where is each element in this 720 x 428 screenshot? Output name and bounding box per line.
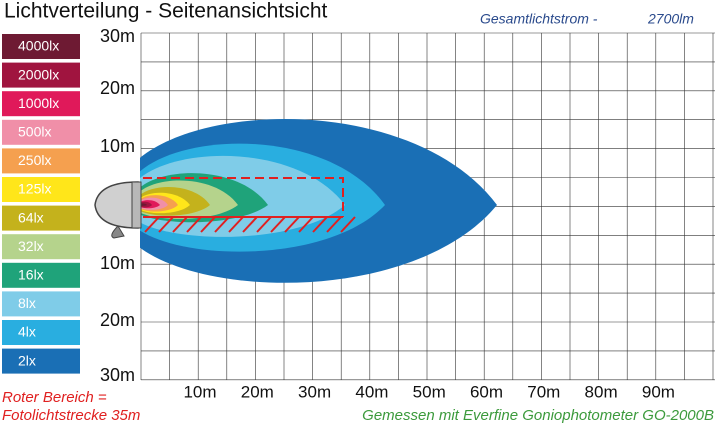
x-labels: 10m 20m 30m 40m 50m 60m 70m 80m 90m [183,382,674,401]
hatch-line [200,216,216,233]
legend-label: 2000lx [18,66,59,82]
legend-label: 4000lx [18,38,59,54]
x-label: 70m [527,382,560,401]
legend-label: 2lx [18,352,36,368]
legend-swatch [2,34,80,59]
x-label: 50m [413,382,446,401]
hatch-line [214,216,230,233]
x-label: 60m [470,382,503,401]
legend-swatch [2,205,80,231]
contours [140,119,497,283]
hatch-line [298,216,314,233]
hatch-line [284,216,300,233]
hatch-line [340,216,356,233]
legend-label: 500lx [18,124,51,140]
hatch-line [228,216,244,233]
legend-label: 125lx [18,181,51,197]
legend: 4000lx 2000lx 1000lx 500lx 250lx 125lx 64lx 32l… [2,34,80,374]
x-label: 90m [642,382,675,401]
x-label: 80m [585,382,618,401]
x-label: 10m [183,382,216,401]
hatch-line [312,216,328,233]
legend-swatch [2,177,80,202]
legend-swatch [2,320,80,345]
legend-label: 4lx [18,324,36,340]
flux-label: Gesamtlichtstrom - [480,11,598,27]
hatch-line [270,216,286,233]
legend-swatch [2,91,80,117]
legend-swatch [2,291,80,317]
hatch-line [158,216,174,233]
hatch-line [144,216,160,233]
flux-value: 2700lm [647,11,694,27]
y-label: 10m [100,136,135,156]
legend-swatch [2,148,80,174]
red-area-hatch [144,216,356,233]
x-label: 40m [355,382,388,401]
legend-label: 32lx [18,238,44,254]
legend-label: 64lx [18,209,44,225]
hatch-line [256,216,272,233]
y-label: 20m [100,310,135,330]
isolux-area [140,203,147,206]
legend-swatch [2,119,80,145]
lamp-icon [94,181,142,239]
legend-label: 250lx [18,152,51,168]
y-label: 10m [100,253,135,273]
hatch-line [186,216,202,233]
y-label: 20m [100,78,135,98]
x-label: 30m [298,382,331,401]
hatch-line [172,216,188,233]
hatch-line [242,216,258,233]
red-area-note: Fotolichtstrecke 35m [2,407,140,424]
legend-label: 1000lx [18,95,59,111]
measurement-note: Gemessen mit Everfine Goniophotometer GO… [362,407,714,424]
legend-swatch [2,348,80,374]
x-label: 20m [241,382,274,401]
red-area-border [143,177,344,217]
legend-swatch [2,262,80,288]
overlay [94,177,356,239]
y-label: 30m [100,365,135,385]
hatch-line [326,216,342,233]
y-label: 30m [100,26,135,46]
title: Lichtverteilung - Seitenansichtsicht [4,0,328,23]
legend-swatch [2,62,80,88]
legend-label: 8lx [18,295,36,311]
legend-label: 16lx [18,267,44,283]
y-labels: 30m 20m 10m 10m 20m 30m [100,26,135,385]
red-area-note: Roter Bereich = [2,389,107,406]
legend-swatch [2,234,80,260]
